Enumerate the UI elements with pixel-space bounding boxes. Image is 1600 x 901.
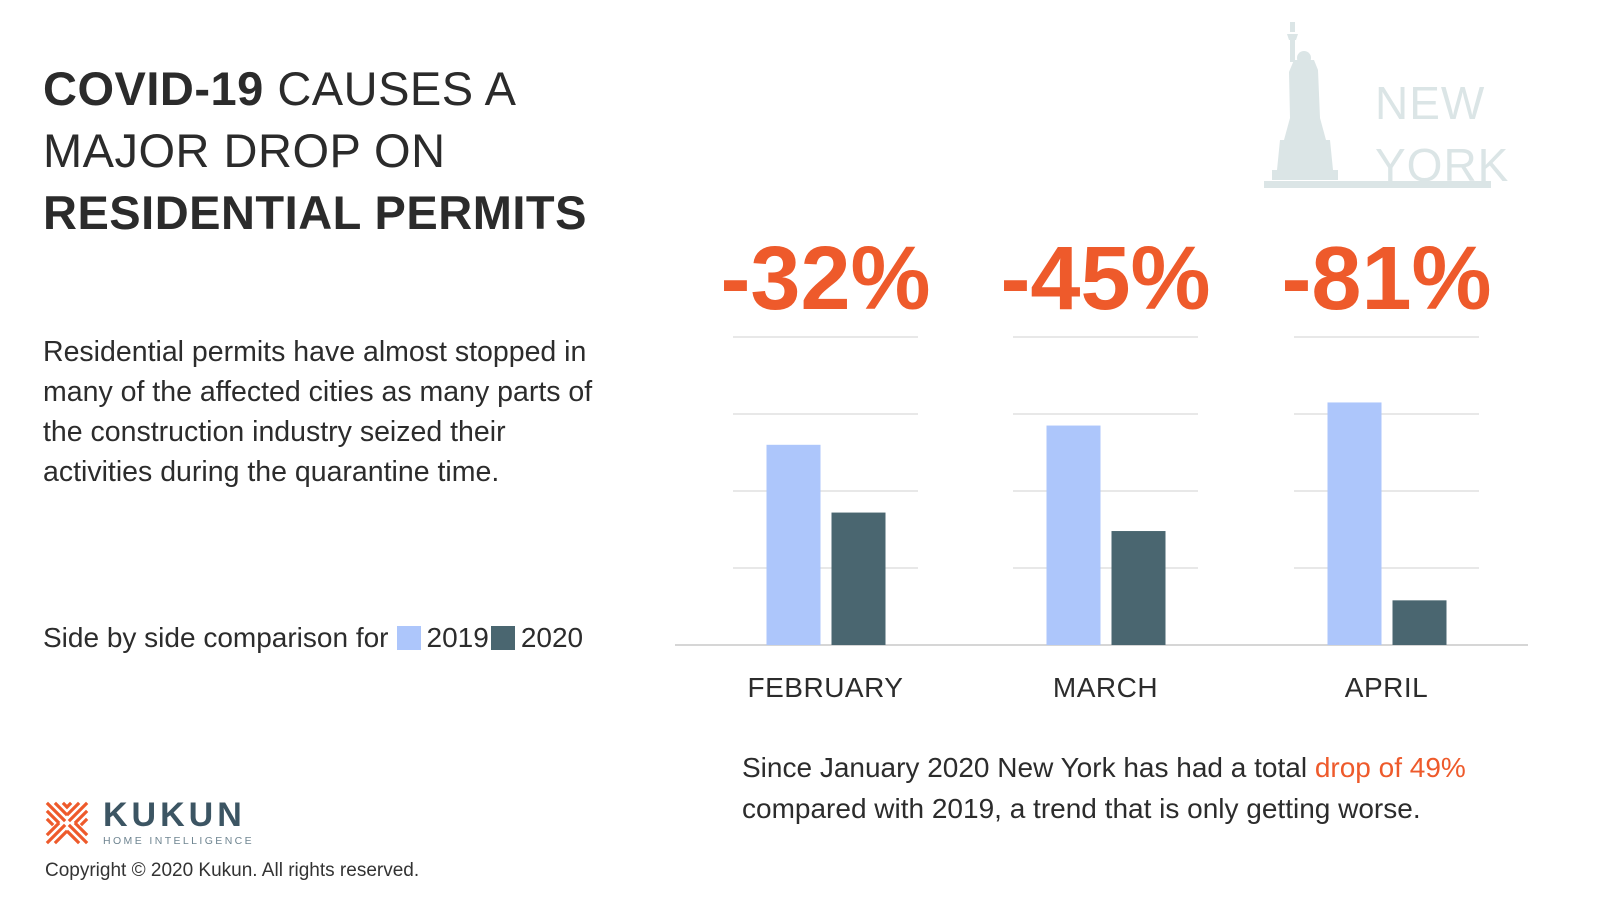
brand-name: KUKUN bbox=[103, 796, 246, 834]
note-before: Since January 2020 New York has had a to… bbox=[742, 752, 1315, 783]
bar-2020-april bbox=[1392, 600, 1447, 645]
statue-of-liberty-icon bbox=[1264, 22, 1491, 188]
bar-2020-march bbox=[1111, 531, 1166, 645]
title-bold-1: COVID-19 bbox=[43, 62, 264, 115]
change-label: -32% bbox=[720, 229, 930, 329]
x-tick-label: FEBRUARY bbox=[748, 672, 904, 703]
legend-label-2019: 2019 bbox=[426, 622, 489, 653]
legend-prefix: Side by side comparison for bbox=[43, 622, 389, 653]
change-label: -45% bbox=[1000, 229, 1210, 329]
city-badge-line-2: YORK bbox=[1375, 139, 1510, 191]
kukun-logo-icon bbox=[45, 801, 89, 844]
city-badge-line-1: NEW bbox=[1375, 77, 1486, 129]
title-rest-1: CAUSES A bbox=[263, 62, 517, 115]
bar-2019-february bbox=[766, 444, 821, 645]
bar-2019-april bbox=[1327, 402, 1382, 645]
city-badge-text: NEW YORK bbox=[1375, 72, 1509, 196]
legend-swatch-2019 bbox=[396, 626, 421, 650]
title-line-1: COVID-19 CAUSES A bbox=[43, 58, 587, 120]
chart-legend: Side by side comparison for 2019 2020 bbox=[43, 622, 583, 654]
x-tick-label: APRIL bbox=[1345, 672, 1428, 703]
page-title: COVID-19 CAUSES A MAJOR DROP ON RESIDENT… bbox=[43, 58, 587, 244]
legend-swatch-2020 bbox=[490, 626, 515, 650]
note-highlight: drop of 49% bbox=[1314, 752, 1466, 783]
title-line-3: RESIDENTIAL PERMITS bbox=[43, 186, 587, 239]
brand-tagline: HOME INTELLIGENCE bbox=[103, 835, 255, 847]
title-line-2: MAJOR DROP ON bbox=[43, 124, 446, 177]
x-tick-label: MARCH bbox=[1053, 672, 1158, 703]
legend-label-2020: 2020 bbox=[520, 622, 584, 653]
change-label: -81% bbox=[1281, 229, 1491, 329]
brand-logo: KUKUN HOME INTELLIGENCE bbox=[45, 798, 254, 847]
description: Residential permits have almost stopped … bbox=[43, 336, 593, 488]
bar-2020-february bbox=[831, 512, 886, 645]
copyright: Copyright © 2020 Kukun. All rights reser… bbox=[45, 860, 420, 881]
note-after: compared with 2019, a trend that is only… bbox=[742, 793, 1421, 824]
bar-2019-march bbox=[1046, 425, 1101, 645]
summary-note: Since January 2020 New York has had a to… bbox=[742, 747, 1502, 829]
